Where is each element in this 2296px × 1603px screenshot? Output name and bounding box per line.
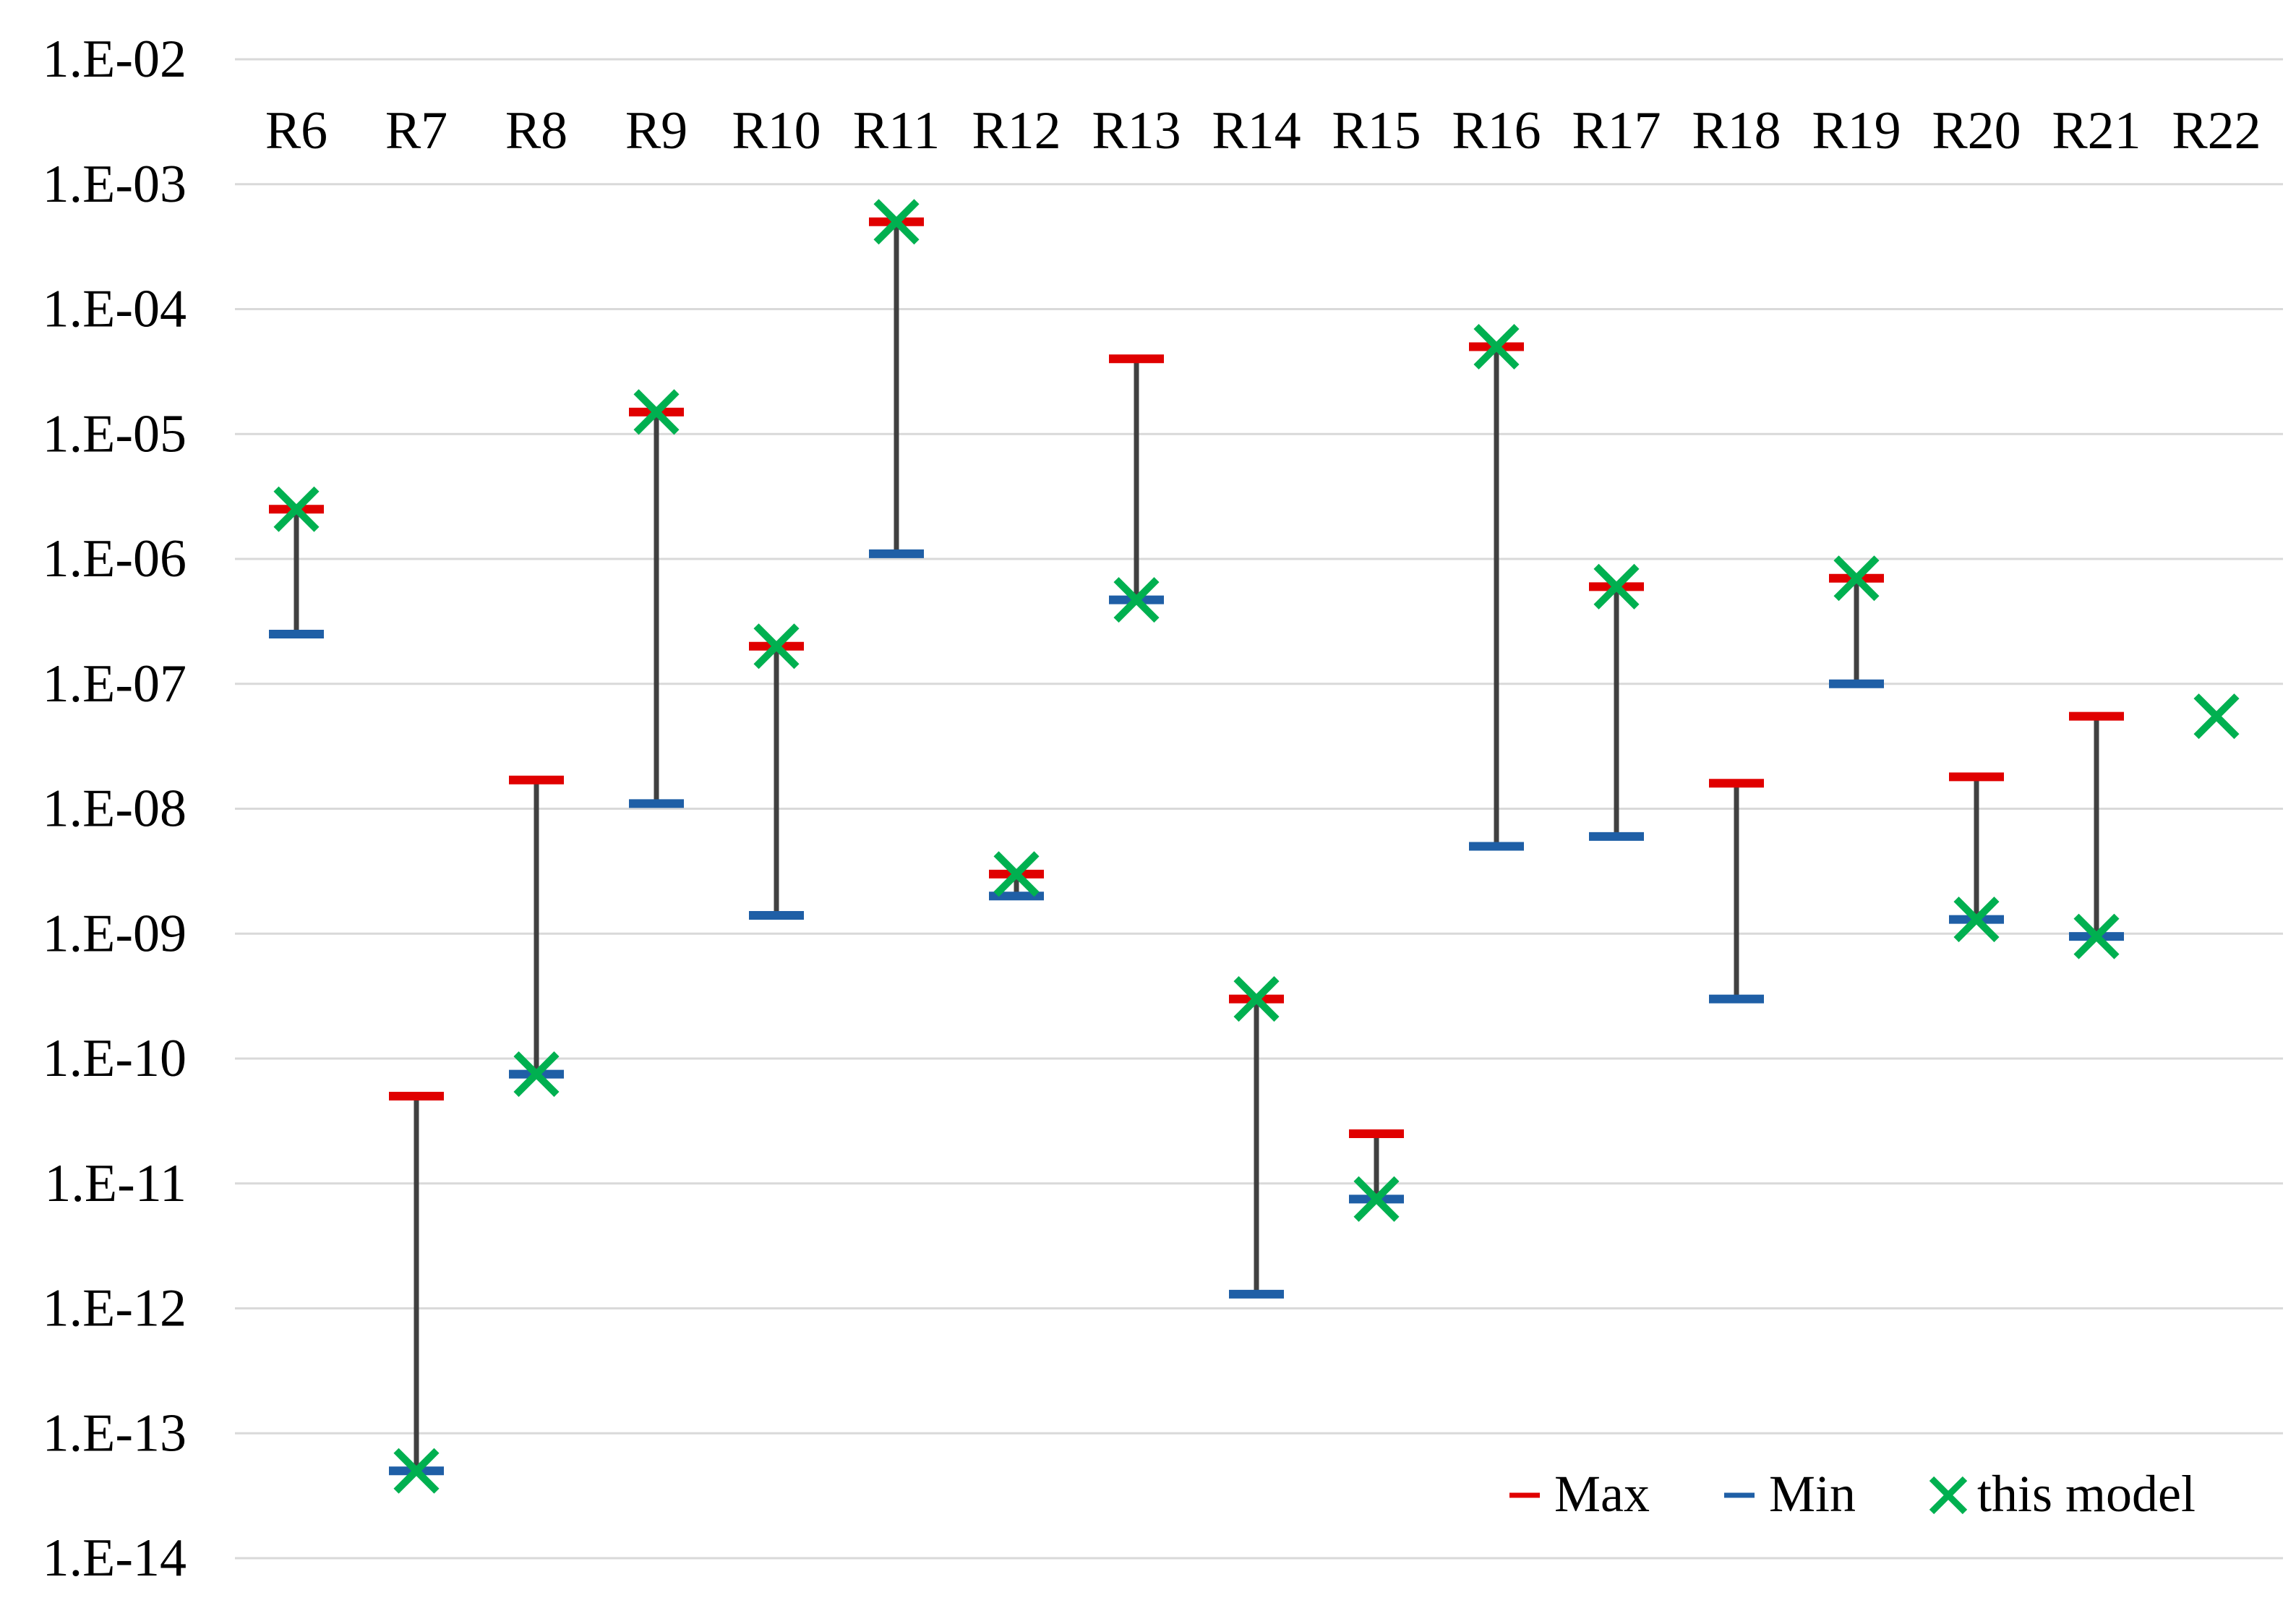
y-tick-label: 1.E-14 [43,1529,187,1588]
model-marker [1113,577,1160,623]
legend-model-swatch [1929,1476,1968,1515]
category-label: R15 [1332,101,1421,161]
model-marker [1473,323,1520,370]
legend-min-label: Min [1769,1465,1856,1523]
y-tick-label: 1.E-02 [43,30,187,89]
y-tick-labels: 1.E-02 1.E-03 1.E-04 1.E-05 1.E-06 1.E-07 1.E-… [43,30,187,1588]
model-marker [1833,555,1880,602]
range-lines [294,221,2099,1471]
y-tick-label: 1.E-08 [43,779,187,839]
min-markers [269,549,2124,1476]
legend-model-label: this model [1977,1465,2196,1523]
model-marker [873,199,920,245]
category-label: R14 [1212,101,1301,161]
legend-max-label: Max [1554,1465,1650,1523]
model-marker [753,623,800,670]
category-label: R9 [625,101,687,161]
category-label: R7 [385,101,447,161]
category-label: R11 [853,101,941,161]
category-label: R21 [2052,101,2141,161]
model-marker [633,389,680,435]
legend: Max Min this model [1509,1465,2196,1523]
model-marker [393,1448,440,1494]
model-marker [2193,693,2240,740]
category-label: R20 [1932,101,2021,161]
y-tick-label: 1.E-03 [43,155,187,214]
y-tick-label: 1.E-07 [43,654,187,714]
y-tick-label: 1.E-06 [43,529,187,589]
y-tick-label: 1.E-10 [43,1029,187,1088]
y-tick-label: 1.E-13 [43,1403,187,1463]
category-label: R19 [1812,101,1901,161]
y-tick-label: 1.E-05 [43,404,187,463]
category-label: R17 [1572,101,1661,161]
category-label: R12 [972,101,1061,161]
model-marker [273,486,320,532]
model-markers [273,199,2240,1494]
y-tick-label: 1.E-04 [43,280,187,339]
category-labels: R6 R7 R8 R9 R10 R11 R12 R13 R14 R15 R16 R17 R18 R19 R2… [265,101,2261,161]
model-marker [993,851,1040,897]
category-label: R6 [265,101,327,161]
category-label: R8 [505,101,567,161]
model-marker [1233,976,1280,1022]
category-label: R16 [1452,101,1541,161]
grid-lines [235,58,2283,1560]
category-label: R10 [732,101,821,161]
y-tick-label: 1.E-11 [44,1154,187,1213]
category-label: R13 [1092,101,1181,161]
max-markers [269,217,2124,1139]
model-marker [1353,1176,1400,1222]
y-tick-label: 1.E-12 [43,1279,187,1338]
model-marker [1593,563,1640,610]
category-label: R18 [1692,101,1781,161]
model-marker [2073,913,2120,959]
category-label: R22 [2172,101,2261,161]
model-marker [1953,897,2000,943]
model-marker [513,1051,560,1098]
y-tick-label: 1.E-09 [43,904,187,963]
